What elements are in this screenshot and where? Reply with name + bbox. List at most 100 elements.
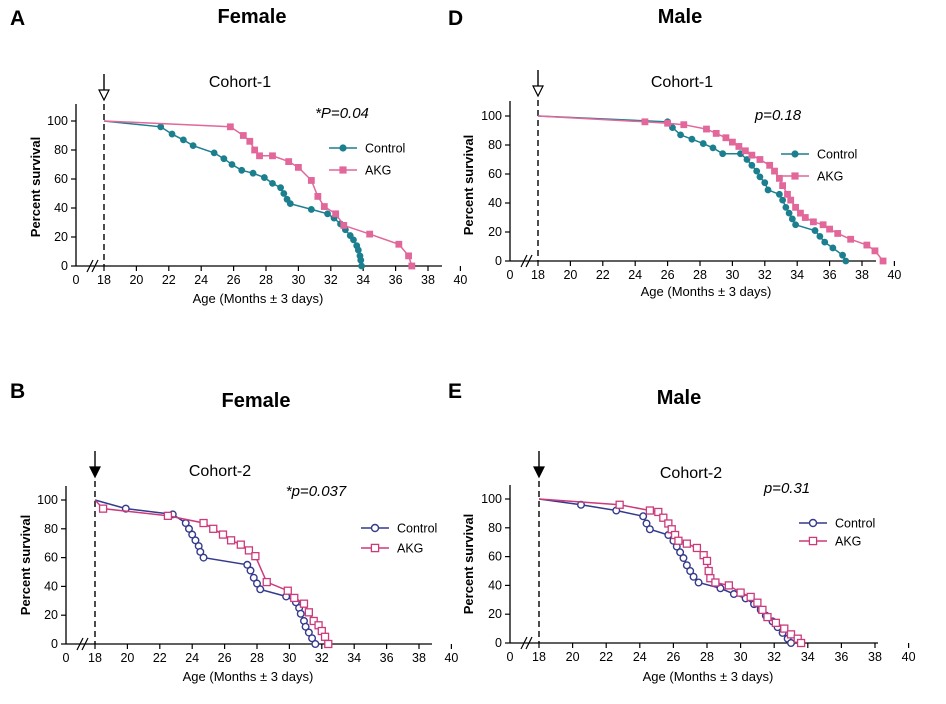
arrow-head-icon [89, 466, 101, 479]
data-point [711, 578, 720, 587]
cohort-label: Cohort-2 [660, 465, 722, 482]
data-point [290, 593, 299, 603]
y-tick-label: 20 [44, 608, 58, 622]
data-point [260, 174, 268, 181]
p-value: *P=0.04 [315, 105, 369, 122]
legend-label: Control [835, 517, 875, 531]
p-value: *p=0.037 [286, 483, 347, 500]
data-point [712, 129, 720, 137]
data-point [787, 639, 796, 648]
legend-label: AKG [817, 170, 843, 184]
data-point [188, 530, 197, 539]
legend-label: AKG [397, 542, 423, 556]
data-point [615, 500, 624, 509]
legend-entry: Control [799, 517, 875, 531]
x-tick-label: 38 [421, 273, 435, 287]
data-point [189, 142, 197, 150]
data-point [405, 252, 412, 260]
x-tick-label: 36 [389, 273, 403, 287]
data-point [262, 577, 271, 587]
data-point [753, 598, 762, 607]
x-tick-label: 24 [185, 651, 199, 665]
cohort-label: Cohort-1 [209, 74, 271, 91]
data-point [785, 209, 793, 217]
series-control [537, 115, 850, 265]
data-point [682, 539, 691, 548]
x-tick-label: 40 [444, 651, 458, 665]
data-point [756, 156, 764, 163]
data-point [256, 585, 265, 594]
legend-entry: AKG [361, 542, 423, 556]
y-axis-label: Percent survival [18, 515, 33, 615]
series-line [94, 499, 329, 645]
y-tick-label: 0 [61, 259, 68, 273]
data-point [226, 123, 234, 131]
data-point [340, 221, 348, 229]
data-point [320, 632, 330, 641]
x-tick-label: 18 [532, 650, 546, 664]
data-point [686, 567, 695, 576]
legend-label: Control [817, 148, 857, 162]
data-point [786, 630, 796, 639]
panel-a: A Female Cohort-1 *P=0.04 0 20 40 60 80 100 0 18 20 2… [10, 6, 467, 306]
series-control [103, 120, 365, 270]
data-point [645, 506, 655, 515]
data-point [184, 524, 193, 533]
x-tick-label: 18 [531, 268, 545, 282]
data-point [871, 247, 879, 255]
data-point [283, 586, 292, 595]
data-point [761, 179, 769, 187]
y-axis-label: Percent survival [461, 135, 476, 235]
data-point [780, 624, 789, 633]
data-point [847, 235, 855, 243]
data-point [753, 167, 761, 175]
axis-break-mark [520, 636, 528, 650]
data-point [758, 605, 767, 615]
x-tick-label: 20 [129, 273, 143, 287]
x-tick-label: 36 [380, 651, 394, 665]
data-point [771, 618, 781, 627]
data-point [689, 572, 698, 581]
y-tick-label: 60 [44, 551, 58, 565]
axis-break-mark [81, 637, 89, 651]
data-point [641, 118, 649, 126]
axis-break-mark [91, 259, 99, 273]
y-tick-label: 100 [481, 109, 502, 123]
data-point [792, 221, 799, 229]
data-point [269, 152, 276, 160]
data-point [210, 149, 218, 157]
data-point [199, 553, 208, 562]
sex-title: Male [657, 387, 701, 409]
data-point [704, 566, 713, 576]
x-tick-label: 28 [250, 651, 264, 665]
x-tick-label: 34 [347, 651, 361, 665]
x-tick-label: 34 [356, 273, 370, 287]
x-axis-label: Age (Months ± 3 days) [643, 669, 774, 684]
legend-label: Control [365, 142, 405, 156]
data-point [358, 262, 365, 270]
x-tick-label: 24 [194, 273, 208, 287]
legend-entry: AKG [329, 164, 391, 178]
data-point [299, 599, 309, 608]
x-tick-label: 32 [324, 273, 338, 287]
data-point [788, 215, 796, 223]
data-point [839, 251, 846, 259]
data-point [191, 536, 200, 545]
data-point [311, 640, 320, 649]
y-tick-label: 40 [44, 579, 58, 593]
series-line [537, 115, 884, 262]
data-point [729, 138, 736, 146]
data-point [811, 227, 819, 234]
axis-break-mark [525, 636, 533, 650]
y-axis-label: Percent survival [28, 137, 43, 237]
data-point [269, 179, 276, 187]
panel-letter: E [448, 380, 462, 403]
axis-break-mark [520, 254, 528, 268]
x-tick-label: 30 [291, 273, 305, 287]
x-tick-label: 38 [412, 651, 426, 665]
data-point [296, 609, 305, 618]
data-point [304, 608, 313, 617]
data-point [301, 622, 310, 631]
data-point [320, 203, 328, 210]
data-point [209, 524, 218, 533]
